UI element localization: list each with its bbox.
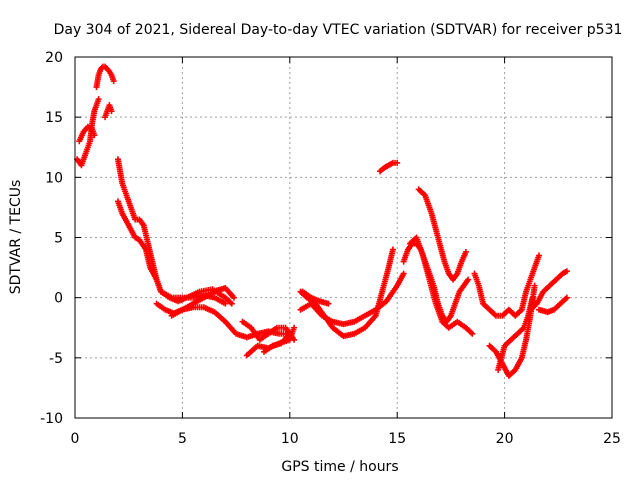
x-tick-label: 5	[178, 431, 187, 447]
series-s17	[415, 186, 469, 283]
series-s15	[377, 159, 401, 175]
series-s22	[527, 268, 570, 313]
data-point-marker	[529, 294, 536, 301]
grid	[75, 57, 612, 418]
data-point-marker	[563, 268, 570, 275]
series-s23	[535, 294, 570, 316]
y-axis-label: SDTVAR / TECUs	[8, 180, 24, 295]
data-point-marker	[286, 330, 293, 337]
data-point-marker	[563, 294, 570, 301]
series-s13	[297, 270, 407, 328]
series-s8	[168, 285, 237, 319]
data-point-marker	[462, 248, 469, 255]
data-point-marker	[110, 78, 117, 85]
y-tick-label: 10	[45, 170, 63, 186]
ticks: 0 5 10 15 20 25 -10 -5 0 5 10 15 20	[40, 50, 621, 447]
data-point-marker	[325, 300, 332, 307]
data-point-marker	[228, 300, 235, 307]
x-tick-label: 25	[603, 431, 621, 447]
y-tick-label: 0	[54, 291, 63, 307]
series-s19	[471, 252, 542, 319]
series-s11	[261, 330, 293, 355]
x-tick-label: 10	[281, 431, 299, 447]
data-point-marker	[230, 294, 237, 301]
series-s18	[407, 234, 476, 337]
data-point-marker	[465, 276, 472, 283]
y-tick-label: -10	[40, 411, 63, 427]
series-s4	[102, 102, 115, 121]
y-tick-label: 5	[54, 231, 63, 247]
data-point-marker	[394, 159, 401, 166]
data-point-marker	[389, 246, 396, 253]
data-point-marker	[222, 300, 229, 307]
x-axis-label: GPS time / hours	[281, 459, 398, 475]
y-tick-label: 20	[45, 50, 63, 66]
data-point-marker	[291, 324, 298, 331]
data-layer	[74, 63, 570, 379]
chart-title: Day 304 of 2021, Sidereal Day-to-day VTE…	[54, 22, 623, 38]
y-tick-label: -5	[49, 351, 63, 367]
data-point-marker	[469, 330, 476, 337]
series-s14	[299, 288, 332, 307]
x-tick-label: 15	[388, 431, 406, 447]
series-s9	[239, 318, 298, 343]
data-point-marker	[95, 96, 102, 103]
data-point-marker	[400, 270, 407, 277]
data-point-marker	[531, 282, 538, 289]
series-s3	[93, 63, 117, 91]
y-tick-label: 15	[45, 110, 63, 126]
data-point-marker	[108, 108, 115, 115]
x-tick-label: 20	[496, 431, 514, 447]
data-point-marker	[91, 132, 98, 139]
x-tick-label: 0	[71, 431, 80, 447]
series-s2	[76, 123, 98, 145]
data-point-marker	[535, 252, 542, 259]
series-s1	[74, 96, 102, 169]
